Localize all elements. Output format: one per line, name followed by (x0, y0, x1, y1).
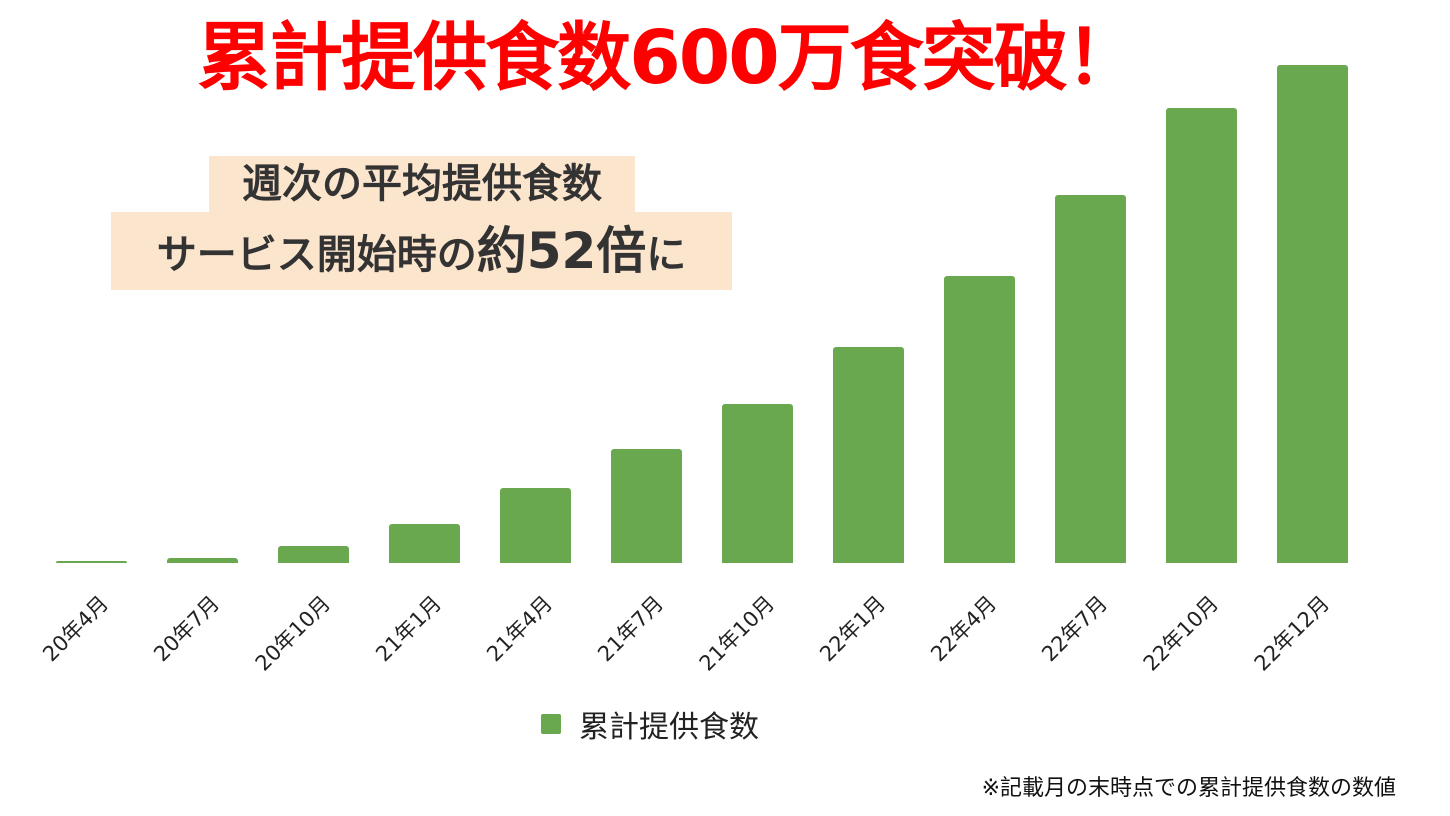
x-axis-label: 22年7月 (1036, 591, 1112, 667)
x-axis-label: 21年10月 (694, 591, 779, 676)
bar-8 (944, 276, 1015, 563)
bar-0 (56, 561, 127, 563)
bar-4 (500, 488, 571, 563)
bar-9 (1055, 195, 1126, 563)
callout-line-1: 週次の平均提供食数 (209, 156, 635, 212)
x-axis-label: 22年4月 (925, 591, 1001, 667)
bar-6 (722, 404, 793, 563)
x-axis-label: 22年1月 (814, 591, 890, 667)
x-axis-label: 21年4月 (481, 591, 557, 667)
bar-11 (1277, 65, 1348, 563)
bar-5 (611, 449, 682, 563)
chart-legend: 累計提供食数 (541, 702, 759, 746)
legend-swatch-icon (541, 714, 561, 734)
legend-label: 累計提供食数 (579, 710, 759, 745)
callout-prefix: サービス開始時の (156, 232, 477, 278)
x-axis-label: 20年10月 (250, 591, 335, 676)
x-axis-label: 22年10月 (1138, 591, 1223, 676)
callout-emphasis: 約52倍 (476, 222, 647, 280)
bar-3 (389, 524, 460, 563)
bar-1 (167, 558, 238, 563)
x-axis-label: 21年7月 (592, 591, 668, 667)
headline-title: 累計提供食数600万食突破！ (197, 15, 1139, 101)
bar-2 (278, 546, 349, 563)
x-axis-label: 20年7月 (148, 591, 224, 667)
callout-line-2: サービス開始時の約52倍に (111, 212, 732, 290)
x-axis-label: 20年4月 (37, 591, 113, 667)
callout-suffix: に (646, 232, 687, 278)
x-axis-label: 22年12月 (1249, 591, 1334, 676)
x-axis-label: 21年1月 (370, 591, 446, 667)
bar-10 (1166, 108, 1237, 563)
bar-7 (833, 347, 904, 563)
footnote: ※記載月の末時点での累計提供食数の数値 (981, 776, 1396, 801)
